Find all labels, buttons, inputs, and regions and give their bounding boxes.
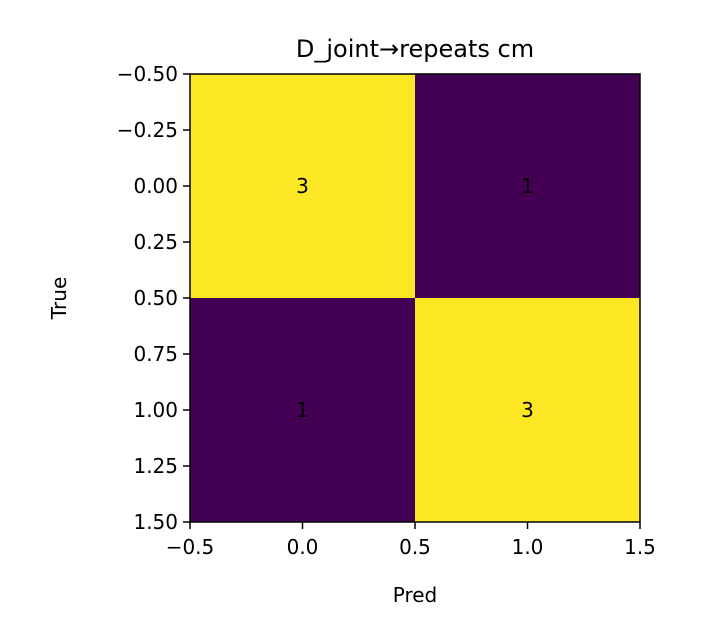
- heatmap-cell-r0-c1: [415, 74, 640, 298]
- y-tick-label: −0.50: [117, 62, 178, 86]
- y-tick-label: 0.00: [133, 174, 178, 198]
- y-tick-label: 1.00: [133, 398, 178, 422]
- heatmap-cell-r1-c0: [190, 298, 415, 522]
- x-tick-label: −0.5: [166, 535, 215, 559]
- y-axis-label: True: [47, 277, 71, 320]
- heatmap-cells: [190, 74, 640, 522]
- y-tick-label: −0.25: [117, 118, 178, 142]
- heatmap-cell-r0-c0: [190, 74, 415, 298]
- x-axis-ticks: −0.5 0.0 0.5 1.0 1.5: [166, 522, 656, 559]
- y-tick-label: 1.50: [133, 510, 178, 534]
- y-tick-label: 1.25: [133, 454, 178, 478]
- chart-title: D_joint→repeats cm: [296, 35, 534, 63]
- heatmap-cell-r1-c1: [415, 298, 640, 522]
- cell-label-r0-c1: 1: [521, 174, 534, 198]
- y-tick-label: 0.25: [133, 230, 178, 254]
- cell-label-r1-c1: 3: [521, 398, 534, 422]
- x-tick-label: 1.5: [624, 535, 656, 559]
- cell-value-labels: 3 1 1 3: [296, 174, 534, 422]
- x-tick-label: 0.5: [399, 535, 431, 559]
- y-tick-label: 0.75: [133, 342, 178, 366]
- cell-label-r1-c0: 1: [296, 398, 309, 422]
- x-tick-label: 1.0: [512, 535, 544, 559]
- y-tick-label: 0.50: [133, 286, 178, 310]
- x-tick-label: 0.0: [287, 535, 319, 559]
- y-axis-ticks: −0.50 −0.25 0.00 0.25 0.50 0.75 1.00 1.25 1.50: [117, 62, 190, 534]
- x-axis-label: Pred: [393, 583, 438, 607]
- cell-label-r0-c0: 3: [296, 174, 309, 198]
